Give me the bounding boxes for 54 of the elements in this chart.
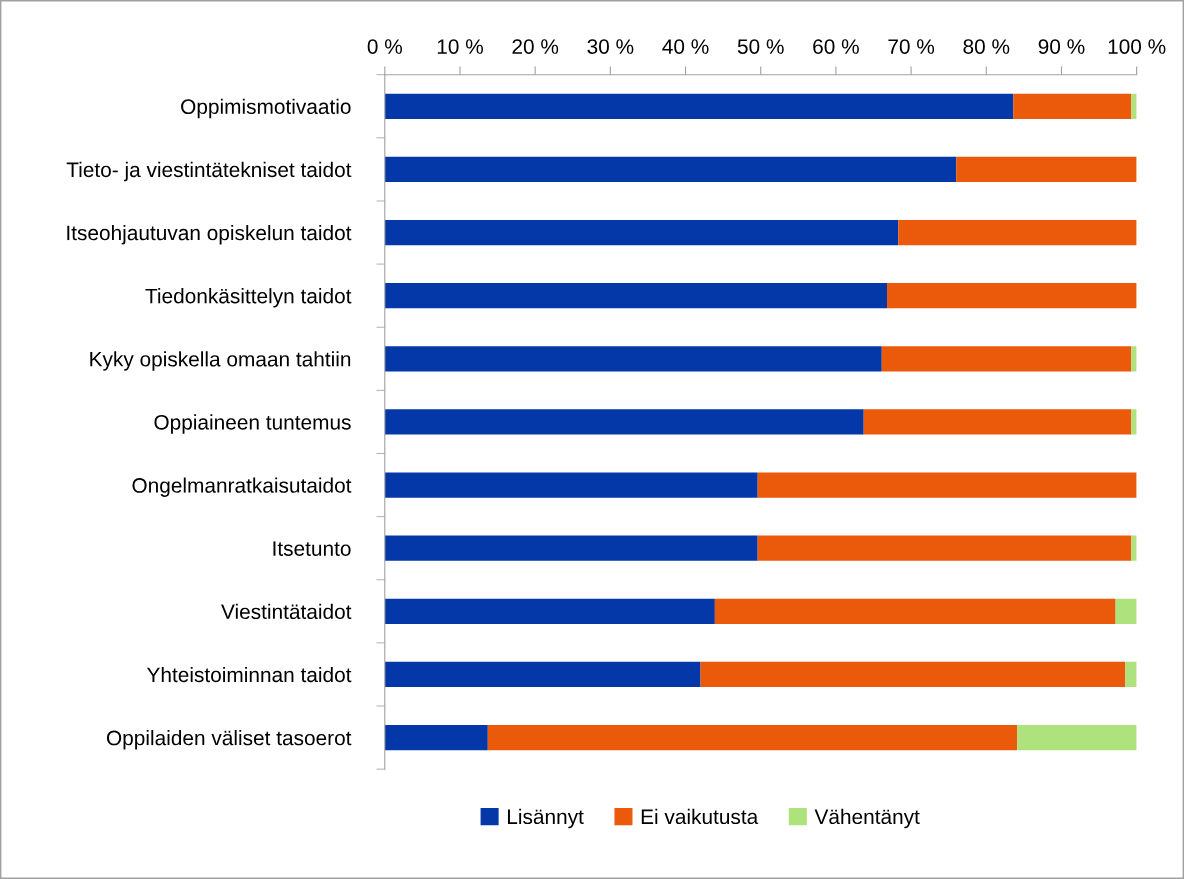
y-tick-label: Tiedonkäsittelyn taidot — [145, 288, 352, 308]
y-tick-label: Tieto- ja viestintätekniset taidot — [66, 161, 352, 182]
bar — [384, 156, 957, 183]
y-tick-label: Viestintätaidot — [221, 603, 352, 620]
bar — [887, 283, 1137, 309]
bar — [384, 598, 715, 624]
bar — [881, 346, 1132, 372]
bar — [384, 661, 701, 688]
y-tick-label: Oppiaineen tuntemus — [154, 414, 351, 434]
y-tick-label: Itseohjautuvan opiskelun taidot — [67, 224, 352, 245]
y-tick-label: Oppimismotivaatio — [181, 98, 351, 119]
x-tick-label: 0 % — [367, 39, 403, 54]
x-tick-label: 100 % — [1108, 39, 1166, 54]
bar — [384, 346, 882, 372]
bar — [714, 598, 1116, 624]
bar — [487, 724, 1018, 751]
legend-label: Vähentänyt — [814, 808, 920, 829]
bar — [863, 409, 1132, 435]
bar — [1131, 409, 1137, 435]
bar — [384, 219, 899, 246]
bar — [956, 156, 1137, 183]
bar — [384, 409, 864, 435]
y-tick-label: Oppilaiden väliset tasoerot — [106, 730, 352, 750]
x-tick-label: 40 % — [662, 39, 709, 54]
bar — [384, 535, 758, 561]
x-tick-label: 60 % — [813, 39, 859, 54]
y-tick-label: Ongelmanratkaisutaidot — [132, 477, 352, 497]
bar — [1013, 93, 1132, 119]
x-tick-label: 50 % — [737, 39, 784, 54]
bar — [384, 283, 888, 309]
bar — [384, 724, 488, 751]
bar — [384, 472, 758, 498]
bar — [1131, 346, 1137, 372]
bar — [757, 535, 1132, 561]
bar — [1131, 93, 1137, 119]
bar — [384, 93, 1014, 119]
y-tick-label: Itsetunto — [273, 541, 351, 556]
x-tick-label: 30 % — [587, 39, 634, 54]
bar — [1017, 724, 1137, 751]
x-tick-label: 90 % — [1038, 39, 1085, 54]
bar — [1131, 535, 1137, 561]
bar — [700, 661, 1126, 688]
bar — [1115, 598, 1137, 624]
bar — [1125, 661, 1137, 688]
x-tick-label: 80 % — [963, 39, 1010, 54]
legend-label: Ei vaikutusta — [641, 808, 759, 825]
y-tick-label: Yhteistoiminnan taidot — [146, 666, 352, 683]
bar — [757, 472, 1137, 498]
x-tick-label: 20 % — [512, 39, 559, 54]
bar — [898, 219, 1137, 246]
y-tick-label: Kyky opiskella omaan tahtiin — [90, 351, 351, 371]
x-tick-label: 70 % — [888, 39, 935, 54]
x-tick-label: 10 % — [437, 39, 483, 54]
legend-label: Lisännyt — [507, 808, 584, 829]
